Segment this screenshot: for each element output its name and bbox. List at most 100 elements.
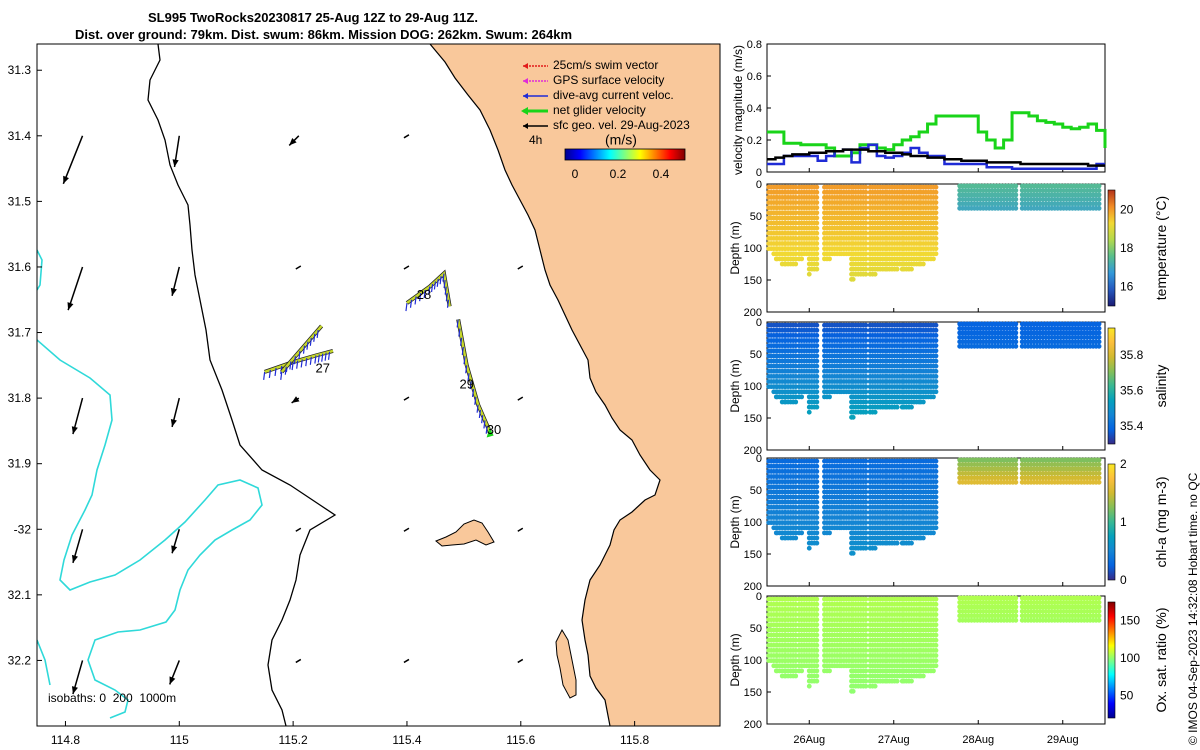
section-colorbar xyxy=(1108,190,1115,306)
section-dot xyxy=(814,400,819,405)
colorbar-tick-label: 35.8 xyxy=(1120,348,1144,362)
section-dot xyxy=(1013,466,1018,471)
section-dot xyxy=(934,474,939,479)
section-dot xyxy=(863,546,868,551)
day-label: 29 xyxy=(459,376,473,391)
section-dot xyxy=(863,510,868,515)
section-dot xyxy=(814,536,819,541)
section-dot xyxy=(1013,344,1018,349)
section-ytick-label: 50 xyxy=(750,485,762,497)
section-dot xyxy=(863,221,868,226)
section-dot xyxy=(814,490,819,495)
section-dot xyxy=(807,546,812,551)
section-dot xyxy=(934,520,939,525)
section-ytick-label: 0 xyxy=(756,453,762,465)
section-dot xyxy=(934,200,939,205)
temperature-section-chart: 050100150200Depth (m)161820 temperature (… xyxy=(728,179,1169,319)
section-dot xyxy=(895,267,900,272)
section-dot xyxy=(863,226,868,231)
section-dot xyxy=(895,541,900,546)
section-dot xyxy=(934,185,939,190)
section-dot xyxy=(814,500,819,505)
section-dot xyxy=(863,479,868,484)
section-dot xyxy=(814,515,819,520)
section-dot xyxy=(814,231,819,236)
section-dot xyxy=(934,333,939,338)
section-dot xyxy=(814,333,819,338)
section-dot xyxy=(863,190,868,195)
section-dot xyxy=(934,369,939,374)
section-dot xyxy=(863,617,868,622)
section-dot xyxy=(921,400,926,405)
section-dot xyxy=(895,405,900,410)
section-dot xyxy=(934,495,939,500)
section-ytick-label: 50 xyxy=(750,211,762,223)
section-dot xyxy=(934,216,939,221)
section-dot xyxy=(863,369,868,374)
section-ytick-label: 50 xyxy=(750,349,762,361)
section-dot xyxy=(814,597,819,602)
section-dot xyxy=(814,459,819,464)
section-ytick-label: 150 xyxy=(744,687,762,699)
colorbar-tick-label: 2 xyxy=(1120,457,1127,471)
section-dot xyxy=(863,638,868,643)
section-dot xyxy=(793,536,798,541)
section-dot xyxy=(934,464,939,469)
section-dot xyxy=(814,394,819,399)
section-dot xyxy=(1097,480,1102,485)
section-dot xyxy=(1097,330,1102,335)
section-dot xyxy=(863,384,868,389)
section-dot xyxy=(814,236,819,241)
section-dot xyxy=(934,226,939,231)
section-dot xyxy=(863,241,868,246)
map-ytick-label: 31.9 xyxy=(8,457,32,471)
section-dot xyxy=(863,338,868,343)
section-dot xyxy=(814,384,819,389)
section-dot xyxy=(814,653,819,658)
section-ytick-label: 0 xyxy=(756,591,762,603)
map-ytick-label: 31.3 xyxy=(8,63,32,77)
section-dot xyxy=(863,195,868,200)
section-dot xyxy=(814,185,819,190)
map-chart: 114.8 115 115.2 115.4 115.6 115.831.331.431.5… xyxy=(0,0,725,750)
section-dot xyxy=(814,607,819,612)
section-dot xyxy=(931,530,936,535)
section-dot xyxy=(863,389,868,394)
colorbar-label: chl-a (mg m-3) xyxy=(1153,476,1169,567)
map-ytick-label: 32.2 xyxy=(8,653,32,667)
colorbar-tick-label: 35.6 xyxy=(1120,383,1144,397)
section-dot xyxy=(873,684,878,689)
section-ytick-label: 150 xyxy=(744,275,762,287)
section-dot xyxy=(863,484,868,489)
section-dot xyxy=(934,389,939,394)
section-dot xyxy=(814,323,819,328)
section-dot xyxy=(814,602,819,607)
section-dot xyxy=(863,231,868,236)
section-dot xyxy=(1013,471,1018,476)
section-dot xyxy=(863,323,868,328)
legend-net-velocity: net glider velocity xyxy=(553,103,646,117)
section-dot xyxy=(1013,339,1018,344)
section-dot xyxy=(934,525,939,530)
section-dot xyxy=(863,256,868,261)
section-dot xyxy=(863,246,868,251)
section-dot xyxy=(934,195,939,200)
section-dot xyxy=(863,394,868,399)
section-dot xyxy=(814,195,819,200)
section-dot xyxy=(863,333,868,338)
section-dot xyxy=(863,490,868,495)
section-dot xyxy=(863,597,868,602)
section-dot xyxy=(863,354,868,359)
section-ytick-label: 100 xyxy=(744,655,762,667)
section-dot xyxy=(793,674,798,679)
section-dot xyxy=(863,251,868,256)
section-dot xyxy=(863,379,868,384)
section-dot xyxy=(863,505,868,510)
section-dot xyxy=(863,525,868,530)
section-ylabel: Depth (m) xyxy=(728,359,742,412)
section-dot xyxy=(863,348,868,353)
section-dot xyxy=(1013,480,1018,485)
section-dot xyxy=(799,394,804,399)
section-dot xyxy=(851,689,856,694)
section-dot xyxy=(814,210,819,215)
